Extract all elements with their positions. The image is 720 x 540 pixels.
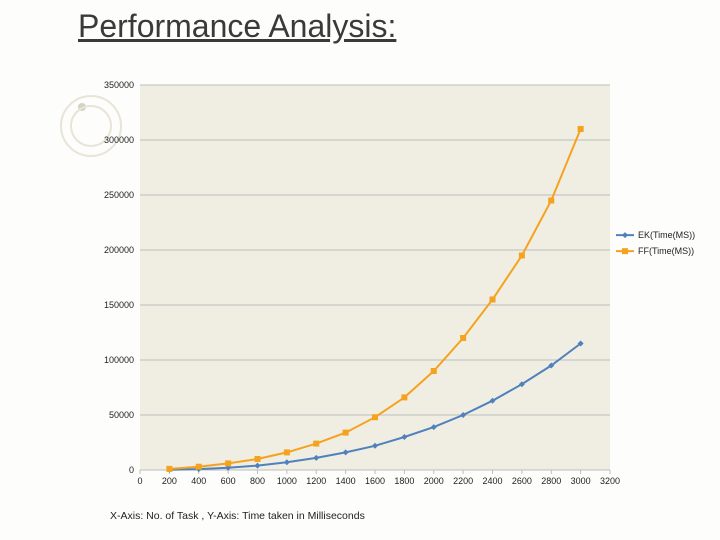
svg-text:0: 0 — [137, 476, 142, 486]
svg-text:350000: 350000 — [104, 80, 134, 90]
svg-text:EK(Time(MS)): EK(Time(MS)) — [638, 230, 695, 240]
svg-text:3000: 3000 — [571, 476, 591, 486]
svg-text:2200: 2200 — [453, 476, 473, 486]
svg-text:1200: 1200 — [306, 476, 326, 486]
svg-text:100000: 100000 — [104, 355, 134, 365]
slide-title: Performance Analysis: — [78, 8, 396, 45]
axis-caption: X-Axis: No. of Task , Y-Axis: Time taken… — [110, 510, 365, 522]
svg-text:250000: 250000 — [104, 190, 134, 200]
svg-text:600: 600 — [221, 476, 236, 486]
svg-text:150000: 150000 — [104, 300, 134, 310]
svg-text:2000: 2000 — [424, 476, 444, 486]
svg-text:1800: 1800 — [394, 476, 414, 486]
svg-text:200: 200 — [162, 476, 177, 486]
svg-text:1000: 1000 — [277, 476, 297, 486]
svg-text:FF(Time(MS)): FF(Time(MS)) — [638, 246, 694, 256]
svg-text:2600: 2600 — [512, 476, 532, 486]
svg-text:0: 0 — [129, 465, 134, 475]
svg-text:50000: 50000 — [109, 410, 134, 420]
svg-text:2400: 2400 — [482, 476, 502, 486]
svg-text:300000: 300000 — [104, 135, 134, 145]
svg-text:800: 800 — [250, 476, 265, 486]
performance-chart: 0 50000 100000 150000 200000 250000 300000 3500… — [90, 80, 710, 500]
svg-text:200000: 200000 — [104, 245, 134, 255]
svg-text:2800: 2800 — [541, 476, 561, 486]
svg-text:400: 400 — [191, 476, 206, 486]
svg-text:1600: 1600 — [365, 476, 385, 486]
svg-text:1400: 1400 — [336, 476, 356, 486]
svg-text:3200: 3200 — [600, 476, 620, 486]
